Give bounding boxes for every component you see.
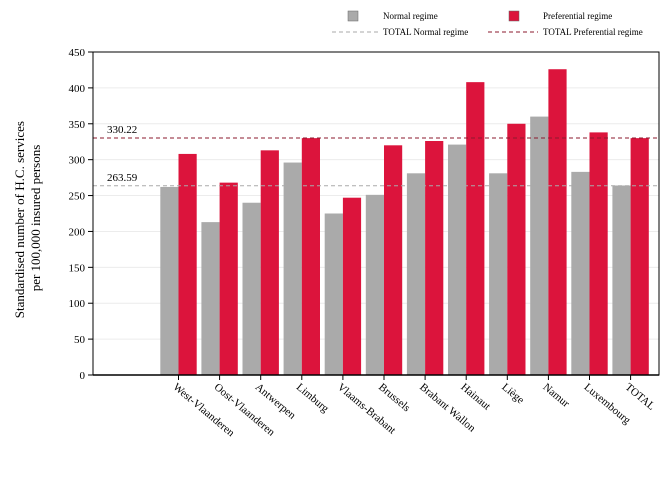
y-tick-label: 450	[69, 47, 86, 59]
bar-normal	[365, 194, 384, 375]
y-tick-label: 200	[69, 226, 86, 238]
bar-preferential	[301, 138, 320, 375]
y-axis-label-line-2: per 100,000 insured persons	[28, 145, 43, 292]
y-axis: 0 50 100 150 200 250 300 350 400 450	[69, 47, 94, 382]
y-tick-label: 50	[74, 334, 86, 346]
legend-swatch-normal	[347, 10, 359, 22]
legend-label-total-preferential: TOTAL Preferential regime	[543, 27, 643, 37]
plot-area: 263.59 330.22 0 50 100 150 200 250 300 350 400 450…	[69, 47, 660, 440]
bar-normal	[160, 186, 179, 375]
y-tick-label: 150	[69, 262, 86, 274]
reference-label-normal: 263.59	[107, 172, 138, 184]
legend-label-total-normal: TOTAL Normal regime	[383, 27, 468, 37]
bar-normal	[201, 222, 220, 375]
legend-label-preferential: Preferential regime	[543, 11, 612, 21]
y-tick-label: 100	[69, 298, 86, 310]
x-tick-label: TOTAL	[623, 381, 658, 413]
bar-normal	[242, 202, 261, 375]
bar-preferential	[630, 138, 649, 375]
bar-preferential	[342, 197, 362, 375]
bar-normal	[448, 144, 467, 375]
legend-swatch-preferential	[508, 10, 520, 22]
y-tick-label: 300	[69, 155, 86, 167]
y-tick-label: 400	[69, 83, 86, 95]
bars	[160, 69, 649, 376]
bar-normal	[612, 185, 631, 375]
y-axis-label: Standardised number of H.C. services per…	[12, 118, 43, 318]
y-tick-label: 350	[69, 119, 86, 131]
bar-normal	[489, 173, 508, 375]
bar-preferential	[178, 153, 197, 375]
bar-preferential	[219, 182, 238, 375]
bar-preferential	[507, 123, 526, 376]
reference-lines: 263.59 330.22	[93, 124, 659, 187]
bar-normal	[283, 162, 302, 375]
y-tick-label: 250	[69, 191, 86, 203]
bar-normal	[530, 116, 549, 375]
x-tick-label: Limburg	[294, 381, 331, 415]
x-tick-label: Liège	[499, 381, 526, 406]
bar-preferential	[466, 82, 485, 375]
bar-preferential	[260, 150, 279, 375]
bar-preferential	[548, 69, 567, 375]
x-tick-label: Brussels	[376, 381, 412, 414]
bar-normal	[406, 173, 426, 375]
bar-preferential	[384, 145, 403, 375]
x-tick-label: Hainaut	[458, 381, 492, 413]
reference-label-preferential: 330.22	[107, 124, 137, 136]
bar-normal	[324, 213, 343, 375]
y-tick-label: 0	[80, 370, 86, 382]
x-tick-label: Namur	[540, 381, 571, 410]
y-axis-label-line-1: Standardised number of H.C. services	[12, 121, 27, 318]
bar-normal	[571, 171, 590, 375]
bar-preferential	[589, 132, 608, 375]
legend-label-normal: Normal regime	[383, 11, 438, 21]
x-axis: West-VlaanderenOost-VlaanderenAntwerpenL…	[93, 374, 659, 440]
bar-preferential	[425, 141, 444, 375]
legend: Normal regime Preferential regime TOTAL …	[332, 10, 643, 37]
